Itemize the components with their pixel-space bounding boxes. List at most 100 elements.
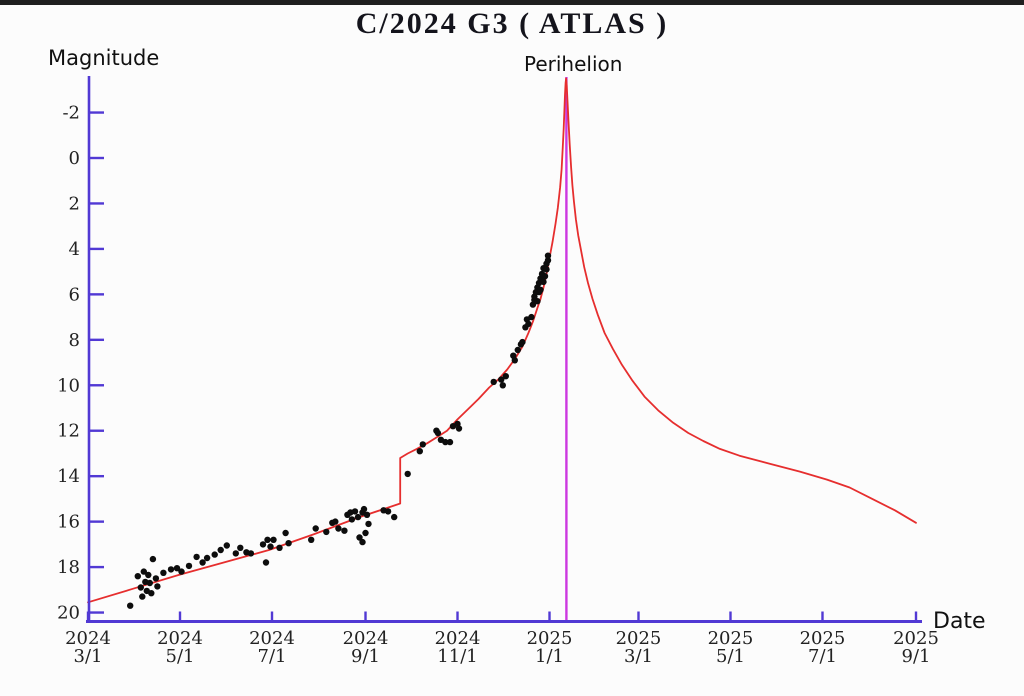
observation-point [211,551,218,558]
y-tick-label: 16 [57,512,80,533]
observation-point [134,573,141,580]
model-light-curve [87,77,917,604]
observation-point [149,555,157,563]
observation-point [455,425,463,432]
observation-point [223,542,230,549]
observation-point [146,579,153,587]
observation-point [442,438,449,446]
observation-point [276,544,283,551]
observation-point [323,528,330,536]
observation-point [537,286,544,293]
x-tick-label-date: 3/1 [74,646,103,667]
observation-point [356,534,363,541]
observation-point [502,373,509,380]
observation-point [351,508,359,515]
observation-point [498,376,505,383]
y-tick-label: 6 [69,284,80,305]
x-tick-label-year: 2025 [616,628,662,649]
x-tick-label-date: 3/1 [624,646,653,667]
y-axis-title: Magnitude [48,46,160,70]
observation-point [160,569,167,576]
observation-point [178,568,185,575]
observation-point [137,584,144,591]
observation-point [270,536,277,543]
x-tick-label-year: 2025 [800,628,846,649]
x-tick-label-year: 2025 [893,628,939,649]
observation-point [264,536,271,543]
observation-point [237,544,244,551]
observation-point [262,559,270,566]
y-tick-label: -2 [62,103,80,124]
observation-point [365,520,372,528]
x-tick-label-date: 11/1 [437,646,477,667]
observation-point [332,518,339,525]
observation-point [404,470,411,478]
observation-point [154,583,161,590]
observation-point [259,541,267,548]
y-tick-label: 12 [57,421,80,442]
observation-point [359,538,366,546]
observation-point [247,550,255,557]
observation-point [541,273,549,280]
observation-point [308,536,315,543]
observation-point [416,448,423,455]
top-bar [0,0,1024,5]
observation-point [348,516,356,523]
observation-point [152,575,160,582]
observation-point [282,529,289,537]
observation-point [544,257,552,264]
perihelion-label: Perihelion [524,52,623,76]
observation-point [232,550,239,557]
observation-point [185,562,193,570]
y-tick-label: 2 [69,193,80,214]
x-tick-label-date: 1/1 [535,646,564,667]
observation-point [525,320,532,328]
observation-point [490,378,497,386]
x-tick-label-year: 2024 [157,628,203,649]
y-tick-label: 4 [69,239,80,260]
x-tick-label-year: 2025 [527,628,573,649]
observation-point [540,278,547,286]
x-tick-label-year: 2024 [249,628,295,649]
observation-point [148,590,155,597]
observation-point [139,593,146,600]
observation-point [145,571,152,579]
observation-point [173,565,181,572]
observation-point [544,252,552,259]
observation-point [419,441,426,448]
observation-point [199,559,206,566]
observation-point [391,513,398,521]
x-tick-label-year: 2024 [435,628,481,649]
y-tick-label: 18 [57,557,80,578]
observation-point [528,313,535,321]
x-axis-title: Date [933,609,986,634]
observation-point [363,511,371,518]
y-tick-label: 14 [57,466,80,487]
observation-point [519,338,526,346]
observation-point [543,266,550,273]
observation-point [203,554,211,562]
observation-point [285,540,292,547]
x-tick-label-year: 2025 [708,628,754,649]
x-tick-label-date: 5/1 [716,646,745,667]
observation-point [534,298,541,305]
chart-title: C/2024 G3 ( ATLAS ) [355,7,669,40]
x-tick-label-date: 7/1 [808,646,837,667]
observation-point [140,568,147,575]
observation-point [354,513,362,521]
observation-point [511,357,518,364]
x-tick-label-date: 9/1 [351,646,380,667]
observation-point [434,429,442,437]
observation-point [193,553,200,561]
observation-point [341,527,348,534]
x-tick-label-date: 7/1 [258,646,287,667]
y-tick-label: 10 [57,375,80,396]
observation-point [312,525,319,532]
observation-point [446,438,454,446]
observation-point [384,508,392,515]
observation-point [514,346,521,354]
observation-point [217,546,224,554]
observation-point [335,525,342,532]
observation-point [167,566,175,573]
